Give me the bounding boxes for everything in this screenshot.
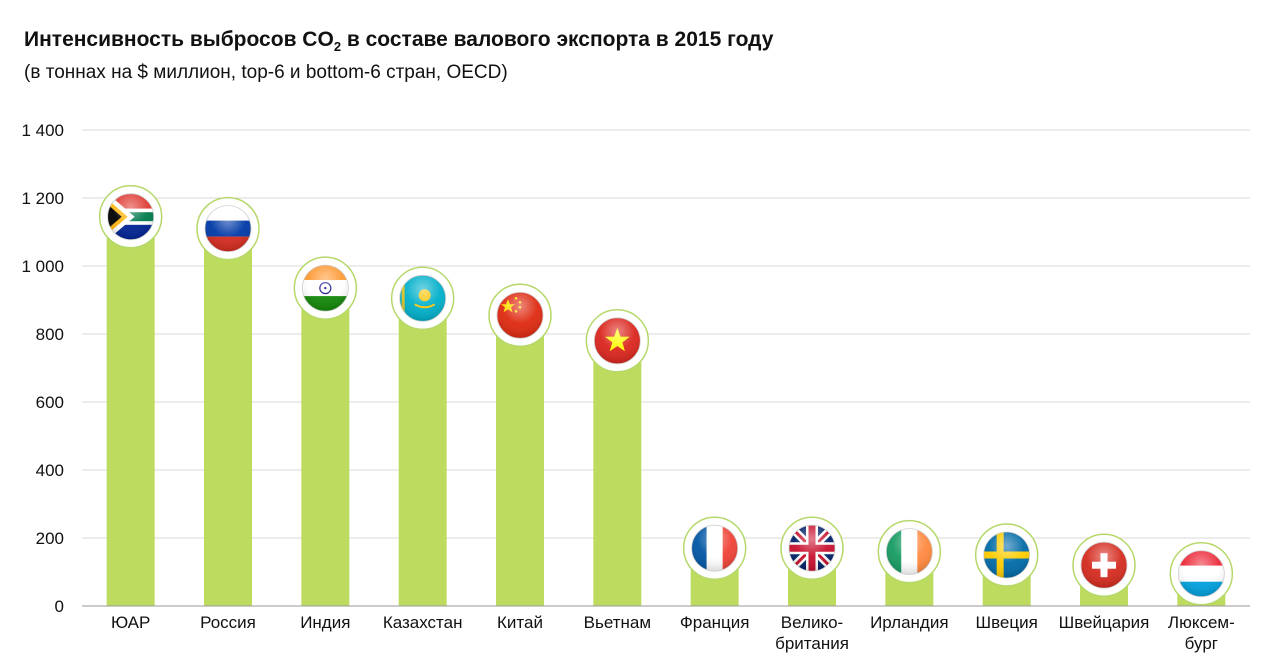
luxembourg-flag-icon (1169, 541, 1234, 606)
x-category-label: Ирландия (870, 613, 948, 632)
chart-title: Интенсивность выбросов CO2 в составе вал… (24, 28, 774, 54)
bar (496, 315, 544, 606)
x-category-label: Китай (497, 613, 543, 632)
x-category-label-line: Велико- (781, 613, 843, 632)
y-tick-label: 800 (36, 325, 64, 344)
bar (204, 228, 252, 606)
x-category-label-line: Швейцария (1059, 613, 1150, 632)
x-axis-labels: ЮАР Россия Индия Казахстан Китай Вьетнам Франц… (111, 613, 1235, 653)
gridlines (82, 129, 1250, 607)
x-category-label: Франция (680, 613, 750, 632)
x-category-label: Россия (200, 613, 256, 632)
x-category-label-line: ЮАР (111, 613, 150, 632)
y-tick-label: 0 (55, 597, 64, 616)
x-category-label-line: британия (775, 634, 849, 653)
y-tick-label: 200 (36, 529, 64, 548)
x-category-label: Казахстан (383, 613, 463, 632)
x-category-label: ЮАР (111, 613, 150, 632)
flags (98, 184, 1234, 606)
switzerland-flag-icon (1072, 533, 1136, 597)
kazakhstan-flag-icon (390, 266, 455, 331)
x-category-label: Швеция (976, 613, 1038, 632)
chart-title-subscript: 2 (333, 39, 342, 54)
y-tick-label: 400 (36, 461, 64, 480)
uk-flag-icon (780, 516, 844, 580)
france-flag-icon (682, 516, 747, 580)
x-category-label-line: Казахстан (383, 613, 463, 632)
x-category-label-line: бург (1185, 634, 1218, 653)
vietnam-flag-icon (585, 309, 650, 373)
y-tick-label: 1 000 (21, 257, 64, 276)
ireland-flag-icon (877, 519, 942, 584)
russia-flag-icon (196, 196, 260, 261)
x-category-label-line: Люксем- (1168, 613, 1235, 632)
y-tick-label: 600 (36, 393, 64, 412)
x-category-label: Индия (300, 613, 350, 632)
x-category-label-line: Россия (200, 613, 256, 632)
y-tick-label: 1 200 (21, 189, 64, 208)
x-category-label: Велико-британия (775, 613, 849, 653)
x-category-label-line: Индия (300, 613, 350, 632)
china-flag-icon (488, 283, 552, 348)
y-tick-label: 1 400 (21, 121, 64, 140)
x-category-label: Швейцария (1059, 613, 1150, 632)
bars (106, 216, 1226, 606)
south-africa-flag-icon (98, 184, 163, 249)
x-category-label-line: Швеция (976, 613, 1038, 632)
x-category-label: Вьетнам (584, 613, 651, 632)
x-category-label-line: Китай (497, 613, 543, 632)
chart-title-main: Интенсивность выбросов CO (24, 28, 334, 51)
x-category-label-line: Ирландия (870, 613, 948, 632)
chart-subtitle: (в тоннах на $ миллион, top-6 и bottom-6… (24, 62, 508, 83)
india-flag-icon (293, 256, 358, 320)
chart-title-rest: в составе валового экспорта в 2015 году (341, 28, 774, 51)
bar (593, 340, 642, 606)
x-category-label-line: Вьетнам (584, 613, 651, 632)
sweden-flag-icon (974, 523, 1039, 587)
bar (301, 288, 350, 606)
bar (106, 216, 155, 606)
x-category-label: Люксем-бург (1168, 613, 1235, 653)
x-category-label-line: Франция (680, 613, 750, 632)
y-axis-ticks: 0 200 400 600 800 1 000 1 200 1 400 (21, 121, 64, 616)
bar (398, 298, 447, 606)
